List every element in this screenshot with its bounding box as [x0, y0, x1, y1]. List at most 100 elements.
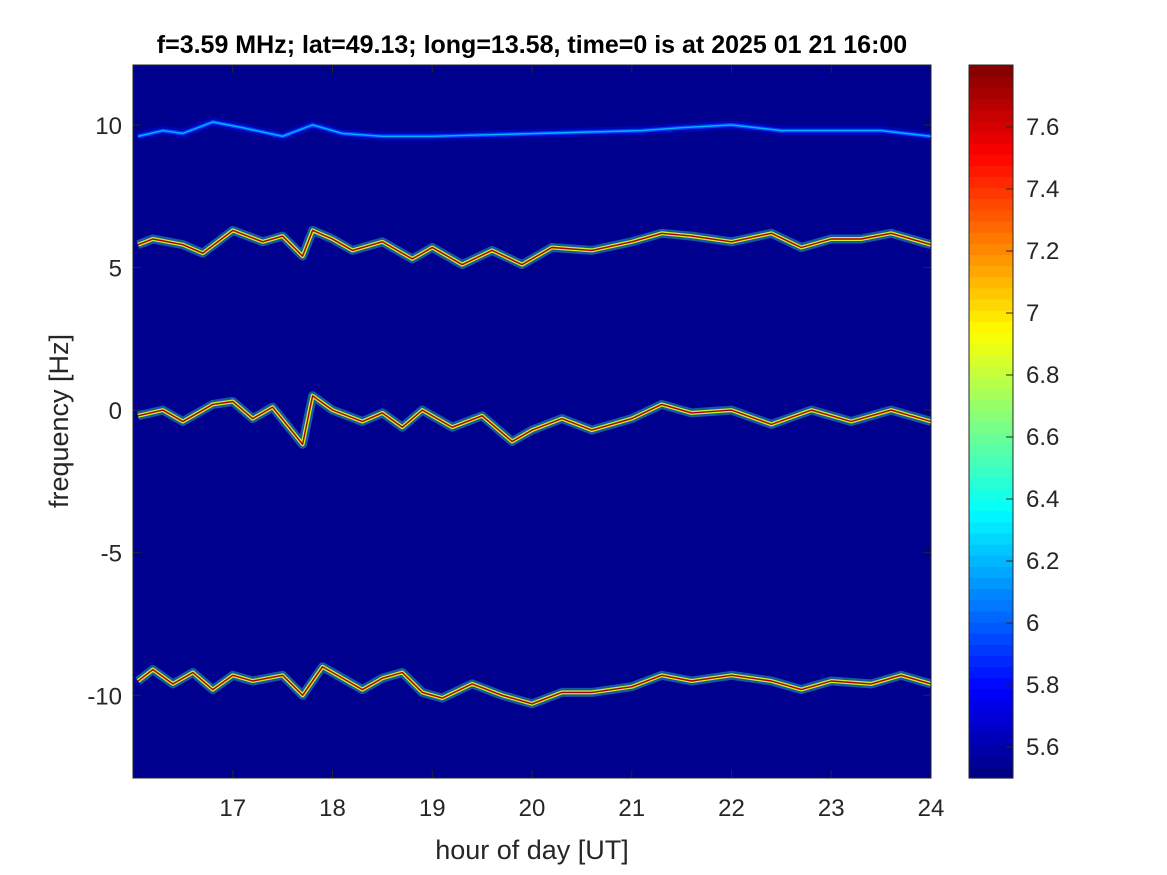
colorbar-step — [969, 165, 1013, 178]
colorbar-step — [969, 176, 1013, 189]
trace-line-1 — [137, 229, 932, 266]
colorbar-step — [969, 376, 1013, 389]
y-tick-label: -10 — [87, 683, 122, 710]
x-tick-label: 20 — [519, 795, 546, 822]
colorbar-step — [969, 744, 1013, 757]
x-tick-label: 17 — [219, 795, 246, 822]
y-tick-label: -5 — [101, 541, 122, 568]
colorbar-step — [969, 454, 1013, 467]
x-tick-label: 24 — [918, 795, 945, 822]
colorbar-step — [969, 321, 1013, 333]
colorbar-tick-label: 7.6 — [1026, 114, 1059, 141]
colorbar-step — [969, 599, 1013, 612]
colorbar-tick-label: 5.8 — [1026, 672, 1059, 699]
colorbar-step — [969, 544, 1013, 556]
y-axis-label: frequency [Hz] — [44, 334, 74, 508]
colorbar-step — [969, 655, 1013, 668]
y-tick-label: 5 — [109, 255, 122, 282]
colorbar-tick-label: 6.2 — [1026, 548, 1059, 575]
x-tick-label: 19 — [419, 795, 446, 822]
colorbar-step — [969, 755, 1013, 768]
colorbar-step — [969, 677, 1013, 690]
colorbar-step — [969, 588, 1013, 601]
x-axis-label: hour of day [UT] — [435, 835, 629, 865]
plot-area — [132, 64, 933, 779]
colorbar-step — [969, 577, 1013, 590]
colorbar-step — [969, 287, 1013, 300]
colorbar-step — [969, 109, 1013, 122]
x-tick-label: 18 — [319, 795, 346, 822]
colorbar-tick-label: 6.8 — [1026, 362, 1059, 389]
x-tick-label: 22 — [718, 795, 745, 822]
colorbar-step — [969, 644, 1013, 657]
colorbar-tick-label: 7.4 — [1026, 176, 1059, 203]
colorbar-step — [969, 87, 1013, 100]
colorbar-step — [969, 488, 1013, 501]
heatmap-traces — [135, 117, 933, 709]
colorbar-step — [969, 243, 1013, 255]
colorbar-step — [969, 432, 1013, 445]
colorbar-ticks: 7.6 7.4 7.2 7 6.8 6.6 6.4 6.2 6 5.8 5.6 — [1006, 114, 1059, 761]
colorbar-frame — [968, 64, 1014, 779]
colorbar-step — [969, 633, 1013, 645]
colorbar-step — [969, 388, 1013, 400]
trace-line-2 — [137, 395, 932, 445]
y-tick-label: 0 — [109, 398, 122, 425]
colorbar-step — [969, 298, 1013, 311]
colorbar-tick-label: 6 — [1026, 610, 1039, 637]
colorbar-step — [969, 499, 1013, 512]
colorbar-tick-label: 6.4 — [1026, 486, 1059, 513]
trace-line-0 — [137, 121, 932, 137]
colorbar-tick-label: 5.6 — [1026, 734, 1059, 761]
colorbar-step — [969, 410, 1013, 423]
colorbar-step — [969, 232, 1013, 244]
colorbar-step — [969, 477, 1013, 489]
colorbar-step — [969, 198, 1013, 211]
y-axis: 10 5 0 -5 -10 — [87, 113, 931, 710]
colorbar-step — [969, 766, 1013, 779]
colorbar-step — [969, 254, 1013, 267]
colorbar-step — [969, 310, 1013, 322]
colorbar-step — [969, 98, 1013, 111]
y-tick-label: 10 — [95, 113, 122, 140]
x-axis: 17 18 19 20 21 22 23 24 — [219, 65, 944, 822]
colorbar-step — [969, 555, 1013, 567]
colorbar-step — [969, 532, 1013, 545]
colorbar-step — [969, 131, 1013, 144]
colorbar-step — [969, 365, 1013, 378]
colorbar-step — [969, 343, 1013, 356]
x-tick-label: 23 — [818, 795, 845, 822]
trace-line-3 — [137, 666, 932, 705]
colorbar-step — [969, 688, 1013, 701]
colorbar-step — [969, 733, 1013, 746]
colorbar-step — [969, 510, 1013, 523]
colorbar-gradient — [969, 65, 1013, 779]
colorbar-step — [969, 209, 1013, 222]
colorbar-step — [969, 142, 1013, 155]
colorbar-step — [969, 154, 1013, 166]
colorbar-step — [969, 666, 1013, 679]
colorbar-tick-label: 6.6 — [1026, 424, 1059, 451]
colorbar-tick-label: 7 — [1026, 300, 1039, 327]
colorbar-step — [969, 220, 1013, 233]
colorbar-step — [969, 399, 1013, 411]
x-tick-label: 21 — [618, 795, 645, 822]
colorbar: 7.6 7.4 7.2 7 6.8 6.6 6.4 6.2 6 5.8 5.6 — [968, 64, 1059, 779]
colorbar-step — [969, 354, 1013, 367]
colorbar-step — [969, 187, 1013, 200]
chart-title: f=3.59 MHz; lat=49.13; long=13.58, time=… — [157, 31, 907, 59]
colorbar-step — [969, 566, 1013, 579]
colorbar-step — [969, 65, 1013, 77]
colorbar-step — [969, 120, 1013, 133]
colorbar-step — [969, 622, 1013, 634]
colorbar-step — [969, 700, 1013, 712]
colorbar-step — [969, 276, 1013, 289]
colorbar-step — [969, 722, 1013, 735]
colorbar-step — [969, 332, 1013, 345]
colorbar-step — [969, 76, 1013, 88]
colorbar-step — [969, 711, 1013, 723]
colorbar-step — [969, 265, 1013, 278]
heatmap-background — [133, 65, 931, 778]
colorbar-step — [969, 421, 1013, 434]
